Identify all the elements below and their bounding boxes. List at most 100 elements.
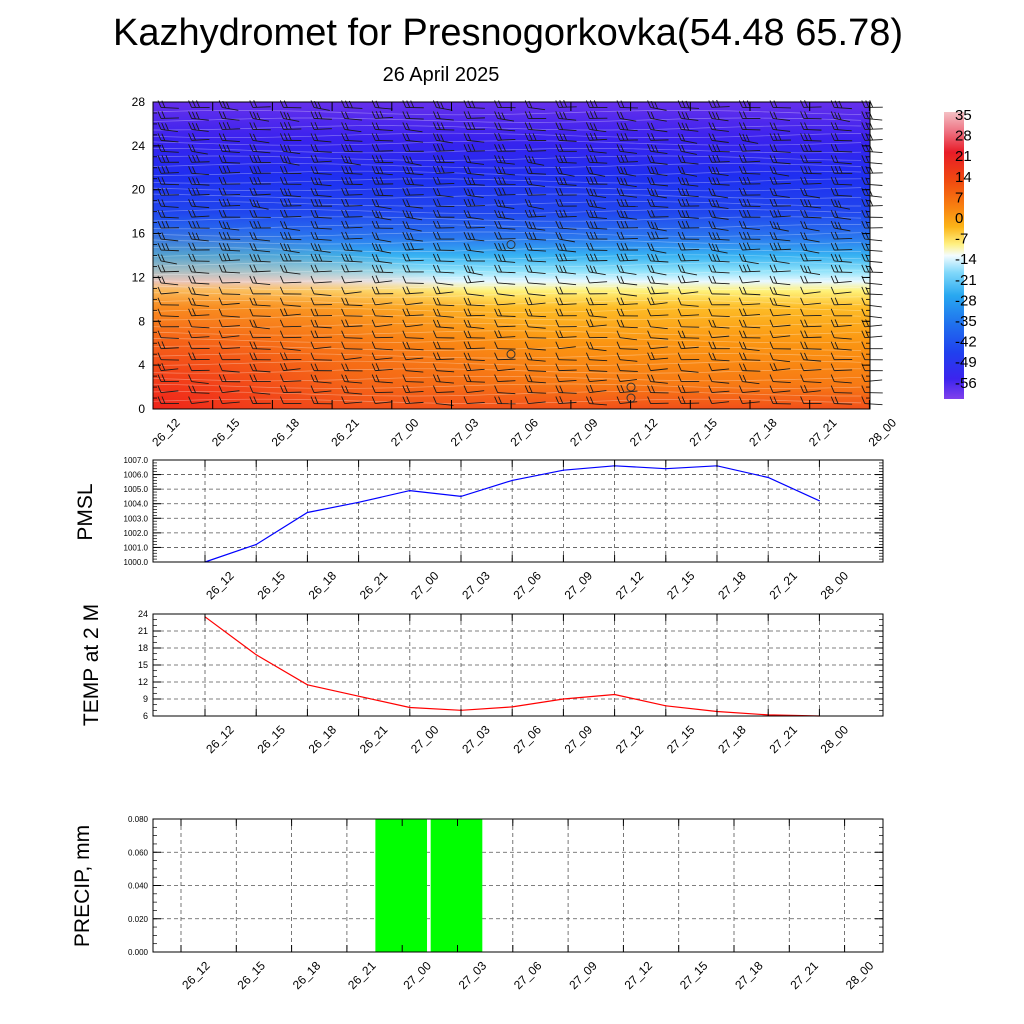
wind-calm-circle (626, 382, 636, 392)
wind-barb-feather (776, 222, 781, 230)
wind-barb (279, 308, 301, 317)
contour-line (152, 360, 862, 366)
wind-barb (800, 111, 822, 120)
wind-barb (371, 297, 393, 306)
x-tick-label: 27_18 (715, 568, 749, 602)
wind-barb-feather (524, 166, 529, 174)
wind-barb-shaft (803, 302, 821, 306)
wind-barb (555, 275, 577, 286)
wind-barb-feather (379, 155, 384, 163)
wind-barb (310, 144, 332, 153)
wind-barb-feather (402, 111, 407, 119)
wind-barb-shaft (191, 172, 210, 176)
wind-barb (371, 286, 394, 295)
wind-barb (555, 352, 577, 361)
wind-barb-feather (742, 187, 747, 196)
wind-barb-shaft (283, 380, 302, 383)
colorbar-label: -35 (955, 313, 977, 330)
wind-barb-shaft (313, 227, 332, 230)
wind-barb-feather (834, 166, 839, 174)
wind-barb-feather (769, 220, 774, 229)
wind-barb-shaft (222, 194, 241, 196)
wind-barb-feather (647, 155, 652, 163)
wind-barb-feather (834, 319, 839, 327)
wind-barb-feather (161, 243, 166, 251)
wind-barb (708, 286, 730, 295)
wind-barb (494, 155, 515, 165)
wind-barb-feather (681, 111, 686, 120)
wind-barb-feather (471, 232, 476, 241)
wind-barb-feather (773, 198, 778, 207)
wind-barb-shaft (252, 304, 271, 307)
x-tick-label: 27_03 (456, 958, 490, 992)
wind-barb-shaft (191, 282, 210, 285)
wind-barb (463, 155, 485, 165)
wind-barb-feather (314, 111, 319, 119)
wind-barb-shaft (834, 348, 852, 351)
wind-barb-feather (650, 166, 655, 174)
wind-barb-feather (249, 188, 254, 196)
wind-barb (218, 330, 240, 339)
wind-barb-feather (559, 155, 564, 163)
wind-barb-feather (589, 188, 594, 196)
wind-barb-shaft (742, 149, 761, 152)
wind-barb-feather (218, 177, 223, 185)
wind-barb-feather (287, 244, 291, 252)
wind-barb (861, 341, 883, 350)
wind-barb-feather (283, 363, 288, 371)
wind-barb-shaft (375, 280, 393, 284)
wind-barb-shaft (313, 281, 332, 284)
wind-barb (585, 297, 608, 306)
wind-barb-feather (432, 297, 437, 306)
wind-barb-feather (804, 155, 808, 163)
wind-barb (555, 155, 577, 164)
wind-barb-shaft (375, 260, 393, 264)
wind-barb-feather (681, 177, 686, 185)
pmsl-frame (152, 459, 884, 563)
wind-barb (402, 319, 423, 328)
wind-barb-feather (830, 396, 835, 404)
wind-barb-feather (716, 144, 721, 152)
wind-barb-feather (467, 122, 472, 130)
wind-barb-feather (742, 133, 747, 142)
x-tick-label: 27_00 (400, 958, 434, 992)
wind-barb-feather (188, 111, 193, 119)
wind-barb-feather (681, 341, 686, 349)
wind-barb-shaft (528, 348, 546, 351)
wind-barb-feather (253, 133, 257, 142)
wind-barb-feather (837, 112, 842, 120)
wind-barb (463, 374, 485, 383)
wind-barb-feather (279, 253, 284, 262)
wind-barb (616, 188, 637, 198)
wind-barb-shaft (834, 291, 852, 295)
wind-barb-shaft (313, 172, 332, 175)
wind-barb-feather (226, 253, 231, 261)
wind-barb-feather (532, 232, 537, 240)
wind-barb-feather (773, 276, 778, 284)
wind-barb-feather (585, 286, 590, 295)
wind-barb (769, 242, 791, 251)
wind-barb (402, 297, 423, 306)
wind-barb-feather (310, 155, 315, 163)
wind-barb-feather (620, 231, 625, 240)
wind-barb-shaft (252, 370, 271, 373)
contour-line (152, 307, 862, 313)
wind-barb-feather (467, 133, 472, 141)
wind-barb-feather (287, 198, 292, 207)
wind-barb-feather (555, 264, 560, 273)
wind-barb (738, 176, 761, 185)
wind-barb-feather (470, 266, 475, 274)
wind-barb-feather (188, 198, 193, 207)
wind-barb-feather (467, 265, 471, 273)
wind-barb-feather (650, 243, 655, 251)
wind-barb (769, 209, 791, 218)
wind-barb-feather (585, 220, 590, 229)
wind-barb-feather (498, 254, 502, 262)
wind-barb-feather (345, 385, 349, 394)
wind-barb-feather (861, 341, 866, 349)
wind-barb-shaft (803, 172, 822, 175)
y-tick-label: 16 (132, 227, 146, 241)
wind-barb-feather (528, 243, 533, 251)
wind-barb-feather (620, 242, 625, 251)
wind-barb-feather (157, 374, 162, 382)
